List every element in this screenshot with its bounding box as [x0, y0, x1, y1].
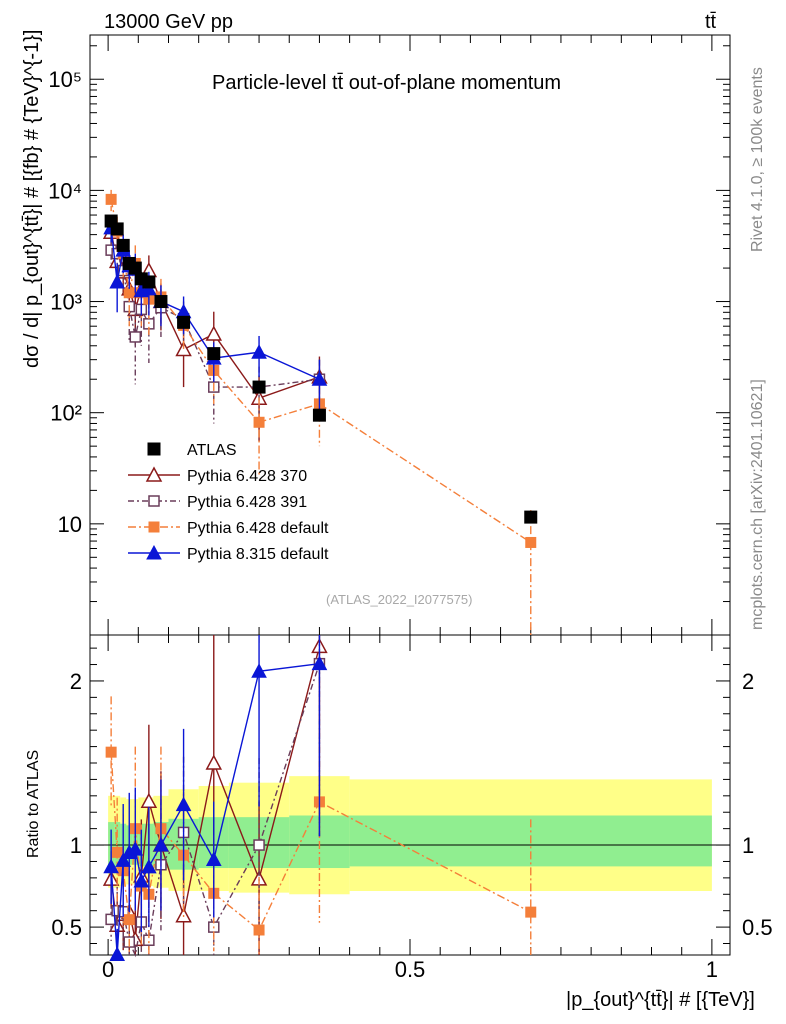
process-label: tt̄ — [705, 11, 717, 33]
ratio-point-pythia-8-315-default — [133, 872, 150, 888]
ratio-point-pythia-8-315-default — [115, 852, 132, 867]
point-atlas — [312, 408, 326, 422]
ratio-series-pythia-8-315-default — [103, 635, 328, 961]
point-pythia-6-428-default — [123, 287, 135, 299]
ratio-point-pythia-6-428-default — [253, 924, 265, 936]
legend-marker-atlas — [147, 442, 161, 456]
y-axis-title: dσ / d| p_{out}^{tt̄}| # [{fb} # {TeV}^{… — [21, 30, 43, 368]
main-axis-ticks: 10 10² 10³ 10⁴ 10⁵ — [48, 35, 730, 636]
legend-entry-pythia-8-315-default: Pythia 8.315 default — [128, 544, 329, 563]
ratio-point-pythia-6-428-default — [123, 914, 135, 926]
y-tick-label: 10⁵ — [48, 67, 82, 92]
legend-label-pythia-6-428-default: Pythia 6.428 default — [187, 520, 329, 537]
point-pythia-6-428-default — [525, 536, 537, 548]
legend-label-atlas: ATLAS — [187, 442, 237, 459]
ratio-point-pythia-6-428-391 — [253, 839, 265, 851]
series-line-pythia-6-428-391 — [110, 249, 320, 388]
legend-entry-atlas: ATLAS — [147, 442, 237, 459]
series-atlas — [104, 214, 538, 524]
ratio-tick-label: 0.5 — [51, 915, 82, 940]
analysis-reference: (ATLAS_2022_I2077575) — [326, 592, 472, 607]
ratio-line-pythia-8-315-default — [110, 662, 320, 955]
ratio-tick-label-right: 1 — [742, 833, 754, 858]
point-atlas — [116, 238, 130, 252]
legend-entry-pythia-6-428-370: Pythia 6.428 370 — [128, 466, 307, 485]
point-atlas — [110, 222, 124, 236]
x-tick-label: 0.5 — [395, 957, 426, 982]
legend-label-pythia-8-315-default: Pythia 8.315 default — [187, 546, 329, 563]
ratio-point-pythia-6-428-default — [525, 906, 537, 918]
ratio-point-pythia-6-428-370 — [205, 754, 223, 770]
x-tick-label: 1 — [706, 957, 718, 982]
legend-marker-pythia-8-315-default — [146, 544, 162, 560]
y-tick-label: 10⁴ — [48, 178, 82, 203]
point-pythia-8-315-default — [251, 344, 267, 359]
ratio-uncertainty-bands — [108, 776, 712, 895]
ratio-point-pythia-6-428-default — [105, 746, 117, 758]
legend-label-pythia-6-428-391: Pythia 6.428 391 — [187, 494, 307, 511]
ratio-point-pythia-8-315-default — [153, 836, 169, 852]
main-series-layer — [102, 189, 538, 635]
legend-entry-pythia-6-428-default: Pythia 6.428 default — [128, 520, 329, 537]
point-atlas — [524, 510, 538, 524]
x-axis-title: |p_{out}^{tt̄}| # [{TeV}] — [566, 989, 755, 1011]
point-atlas — [207, 347, 221, 361]
legend-entry-pythia-6-428-391: Pythia 6.428 391 — [128, 494, 307, 511]
rivet-version-label: Rivet 4.1.0, ≥ 100k events — [749, 67, 766, 252]
ratio-tick-label-right: 0.5 — [742, 915, 773, 940]
point-pythia-6-428-370 — [205, 325, 223, 341]
point-atlas — [154, 295, 168, 309]
point-pythia-8-315-default — [109, 273, 126, 289]
legend-marker-pythia-6-428-370 — [145, 466, 163, 482]
legend-label-pythia-6-428-370: Pythia 6.428 370 — [187, 468, 307, 485]
point-atlas — [142, 275, 156, 289]
ratio-point-pythia-8-315-default — [141, 858, 157, 874]
legend-marker-pythia-6-428-default — [148, 521, 160, 533]
point-pythia-8-315-default — [311, 371, 328, 386]
ratio-point-pythia-8-315-default — [175, 796, 192, 812]
ratio-point-pythia-8-315-default — [251, 663, 267, 678]
energy-label: 13000 GeV pp — [104, 11, 233, 33]
point-pythia-6-428-391 — [129, 331, 142, 343]
ratio-point-pythia-8-315-default — [109, 946, 126, 961]
ratio-tick-label: 2 — [70, 669, 82, 694]
ratio-axis-title: Ratio to ATLAS — [25, 750, 42, 858]
y-tick-label: 10² — [50, 401, 82, 426]
x-tick-label: 0 — [102, 957, 114, 982]
main-plot-frame — [89, 34, 731, 636]
ratio-point-pythia-8-315-default — [311, 655, 328, 671]
point-pythia-6-428-370 — [175, 340, 192, 357]
chart-title: Particle-level tt̄ out-of-plane momentum — [212, 72, 561, 94]
y-tick-label: 10 — [58, 512, 82, 537]
point-atlas — [252, 380, 266, 394]
series-line-pythia-6-428-default — [110, 199, 532, 544]
ratio-point-pythia-8-315-default — [103, 858, 119, 874]
point-pythia-8-315-default — [175, 303, 192, 319]
ratio-tick-label: 1 — [70, 833, 82, 858]
point-atlas — [128, 261, 142, 275]
ratio-point-pythia-8-315-default — [205, 851, 222, 867]
ratio-point-pythia-6-428-391 — [105, 913, 117, 926]
point-pythia-6-428-default — [105, 193, 117, 205]
ratio-point-pythia-8-315-default — [127, 841, 144, 856]
mcplots-label: mcplots.cern.ch [arXiv:2401.10621] — [749, 379, 766, 630]
ratio-point-pythia-6-428-default — [111, 846, 123, 858]
legend-marker-pythia-6-428-391 — [148, 495, 160, 507]
ratio-axis-ticks: 0 0.5 1 0.5 0.5 1 1 2 2 — [51, 635, 773, 982]
point-pythia-6-428-default — [253, 416, 265, 428]
ratio-series-layer — [102, 635, 537, 961]
legend: ATLAS Pythia 6.428 370 Pythia 6.428 391 Pyt… — [128, 442, 329, 563]
point-atlas — [177, 315, 191, 329]
y-tick-label: 10³ — [50, 290, 82, 315]
ratio-tick-label-right: 2 — [742, 669, 754, 694]
